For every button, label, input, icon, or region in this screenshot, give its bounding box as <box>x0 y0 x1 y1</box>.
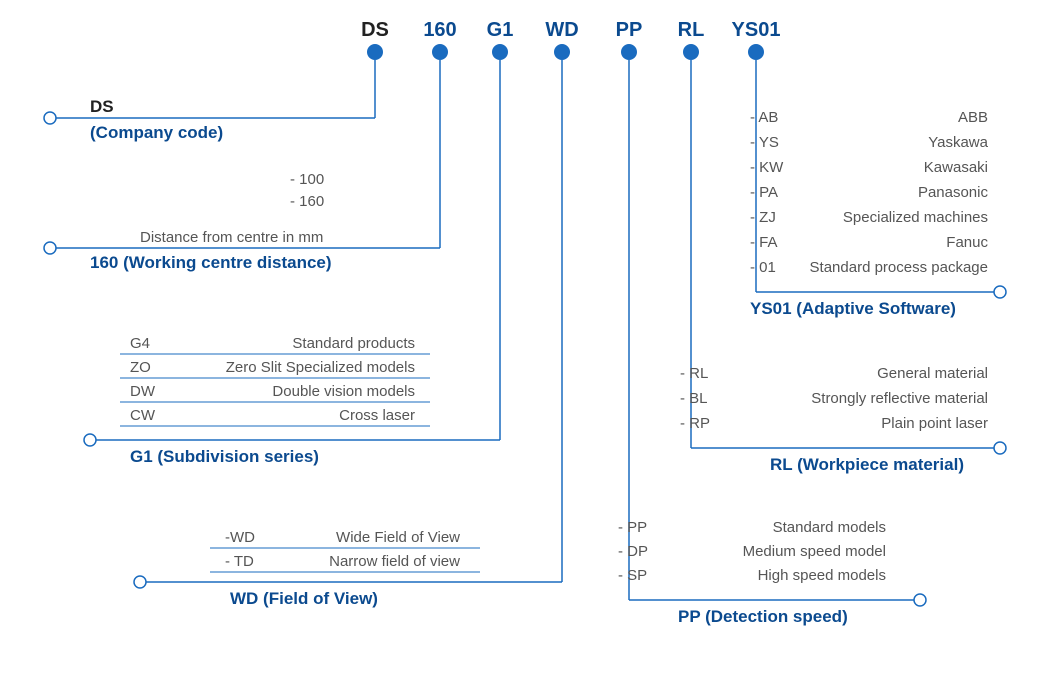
segment-dot-g1 <box>492 44 508 60</box>
segment-label-rl: RL <box>678 19 705 41</box>
segment-label-pp: PP <box>616 19 643 41</box>
endpoint-speed <box>914 594 926 606</box>
detail-key-distance-0: - 100 <box>290 171 324 188</box>
detail-key-adaptive-6: - 01 <box>750 259 776 276</box>
detail-key-material-0: - RL <box>680 365 708 382</box>
title-company: (Company code) <box>90 123 223 142</box>
detail-key-adaptive-0: - AB <box>750 109 778 126</box>
segment-dot-ys01 <box>748 44 764 60</box>
title-fov: WD (Field of View) <box>230 589 378 608</box>
detail-key-subdivision-2: DW <box>130 383 156 400</box>
detail-val-subdivision-0: Standard products <box>292 335 415 352</box>
detail-key-distance-1: - 160 <box>290 193 324 210</box>
detail-key-speed-1: - DP <box>618 543 648 560</box>
detail-key-subdivision-1: ZO <box>130 359 151 376</box>
segment-dot-rl <box>683 44 699 60</box>
detail-key-material-1: - BL <box>680 390 708 407</box>
endpoint-distance <box>44 242 56 254</box>
detail-val-adaptive-3: Panasonic <box>918 184 989 201</box>
detail-val-material-0: General material <box>877 365 988 382</box>
detail-key-subdivision-3: CW <box>130 407 156 424</box>
segment-dot-ds <box>367 44 383 60</box>
detail-key-adaptive-5: - FA <box>750 234 778 251</box>
detail-key-fov-0: -WD <box>225 529 255 546</box>
segment-label-ds: DS <box>361 19 389 41</box>
detail-val-speed-1: Medium speed model <box>743 543 886 560</box>
endpoint-fov <box>134 576 146 588</box>
detail-key-speed-0: - PP <box>618 519 647 536</box>
detail-val-speed-2: High speed models <box>758 567 886 584</box>
detail-val-material-2: Plain point laser <box>881 415 988 432</box>
segment-label-ys01: YS01 <box>732 19 781 41</box>
detail-val-adaptive-4: Specialized machines <box>843 209 988 226</box>
segment-label-wd: WD <box>545 19 578 41</box>
title-prefix-company: DS <box>90 97 114 116</box>
detail-key-material-2: - RP <box>680 415 710 432</box>
detail-val-material-1: Strongly reflective material <box>811 390 988 407</box>
detail-val-adaptive-5: Fanuc <box>946 234 988 251</box>
caption-distance: Distance from centre in mm <box>140 229 323 246</box>
endpoint-adaptive <box>994 286 1006 298</box>
detail-val-adaptive-0: ABB <box>958 109 988 126</box>
endpoint-subdivision <box>84 434 96 446</box>
detail-key-fov-1: - TD <box>225 553 254 570</box>
detail-val-fov-0: Wide Field of View <box>336 529 460 546</box>
detail-val-subdivision-2: Double vision models <box>272 383 415 400</box>
detail-val-subdivision-1: Zero Slit Specialized models <box>226 359 415 376</box>
title-material: RL (Workpiece material) <box>770 455 964 474</box>
detail-val-subdivision-3: Cross laser <box>339 407 415 424</box>
segment-dot-pp <box>621 44 637 60</box>
title-speed: PP (Detection speed) <box>678 607 848 626</box>
endpoint-material <box>994 442 1006 454</box>
detail-val-adaptive-2: Kawasaki <box>924 159 988 176</box>
detail-key-adaptive-1: - YS <box>750 134 779 151</box>
title-subdivision: G1 (Subdivision series) <box>130 447 319 466</box>
endpoint-company <box>44 112 56 124</box>
detail-key-subdivision-0: G4 <box>130 335 150 352</box>
title-adaptive: YS01 (Adaptive Software) <box>750 299 956 318</box>
detail-key-speed-2: - SP <box>618 567 647 584</box>
segment-label-s160: 160 <box>423 19 456 41</box>
segment-dot-s160 <box>432 44 448 60</box>
detail-key-adaptive-3: - PA <box>750 184 778 201</box>
detail-val-adaptive-1: Yaskawa <box>928 134 988 151</box>
title-distance: 160 (Working centre distance) <box>90 253 332 272</box>
detail-key-adaptive-2: - KW <box>750 159 784 176</box>
detail-val-adaptive-6: Standard process package <box>810 259 988 276</box>
product-code-diagram: DS 160 G1 WD PP RL YS01 DS (Company code) 160 (Wo… <box>0 0 1059 679</box>
segment-dot-wd <box>554 44 570 60</box>
detail-val-fov-1: Narrow field of view <box>329 553 460 570</box>
detail-val-speed-0: Standard models <box>773 519 886 536</box>
detail-key-adaptive-4: - ZJ <box>750 209 776 226</box>
segment-label-g1: G1 <box>487 19 514 41</box>
